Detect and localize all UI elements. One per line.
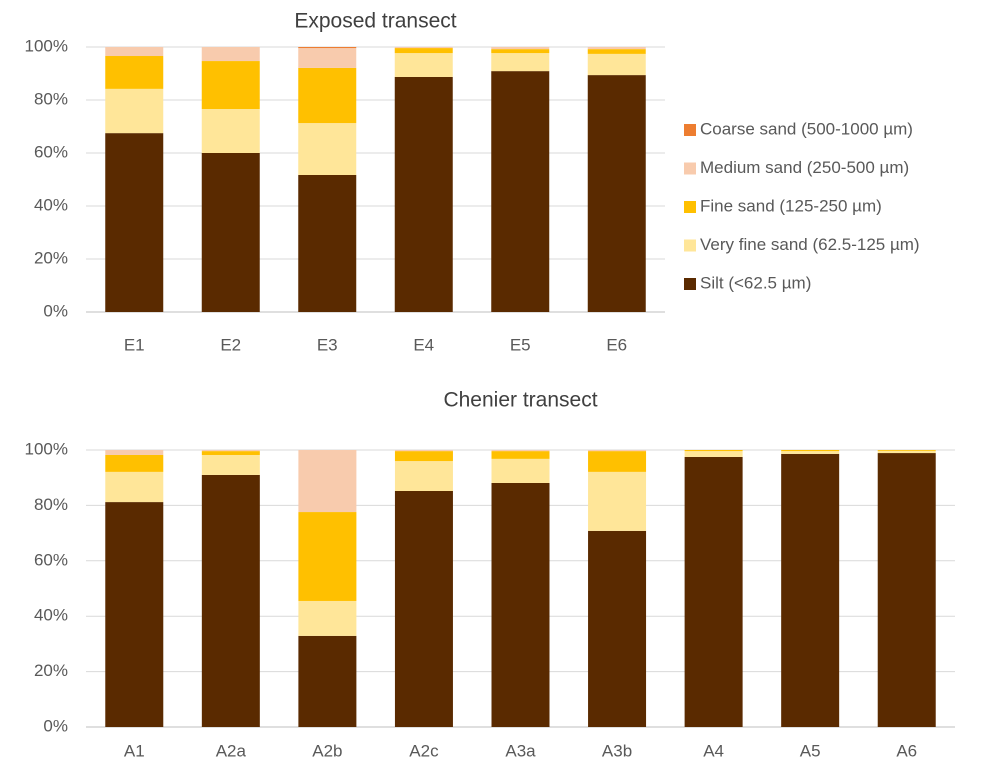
bar-segment: [105, 454, 164, 472]
y-tick-label: 100%: [25, 36, 68, 55]
bar-segment: [587, 75, 646, 312]
x-tick-label: A6: [896, 741, 917, 760]
bar-segment: [588, 450, 647, 452]
bar-segment: [298, 450, 357, 513]
bar-segment: [491, 458, 550, 483]
x-tick-label: A3a: [505, 741, 536, 760]
bar-segment: [684, 451, 743, 457]
bar-segment: [201, 451, 260, 455]
legend-swatch: [684, 124, 696, 136]
legend-label: Coarse sand (500-1000 µm): [700, 119, 913, 138]
bar-segment: [394, 490, 453, 727]
bar-segment: [877, 450, 936, 454]
bar-segment: [201, 61, 260, 110]
bar-segment: [394, 450, 453, 452]
x-tick-label: E5: [510, 335, 531, 354]
bar-segment: [298, 512, 357, 601]
bar-segment: [298, 635, 357, 727]
bar-segment: [105, 47, 164, 57]
y-tick-label: 20%: [34, 661, 68, 680]
legend-swatch: [684, 162, 696, 175]
x-tick-label: E4: [413, 335, 434, 354]
bar-segment: [394, 76, 453, 312]
bar-segment: [201, 450, 260, 452]
bar-segment: [394, 48, 453, 54]
bar-segment: [491, 450, 550, 452]
y-tick-label: 0%: [43, 716, 68, 735]
bar-segment: [781, 450, 840, 452]
bar-segment: [491, 451, 550, 459]
bar-segment: [394, 47, 453, 49]
y-tick-label: 20%: [34, 248, 68, 267]
bar-segment: [201, 153, 260, 312]
bar-segment: [201, 109, 260, 153]
bar-segment: [394, 53, 453, 77]
bar-segment: [491, 71, 550, 313]
legend-label: Fine sand (125-250 µm): [700, 196, 882, 215]
bar-segment: [201, 47, 260, 62]
bar-segment: [298, 174, 357, 312]
x-tick-label: A5: [800, 741, 821, 760]
bar-segment: [105, 88, 164, 134]
bar-segment: [877, 450, 936, 451]
x-tick-label: E3: [317, 335, 338, 354]
x-tick-label: A2b: [312, 741, 342, 760]
y-tick-label: 80%: [34, 89, 68, 108]
bar-segment: [588, 451, 647, 472]
bar-segment: [298, 48, 357, 68]
bar-segment: [587, 53, 646, 76]
x-tick-label: E2: [220, 335, 241, 354]
bar-segment: [105, 133, 164, 312]
bar-segment: [201, 454, 260, 475]
bar-segment: [587, 47, 646, 50]
bar-segment: [105, 471, 164, 503]
legend-label: Medium sand (250-500 µm): [700, 158, 909, 177]
x-tick-label: A2c: [409, 741, 439, 760]
bar-segment: [491, 47, 550, 50]
legend-label: Very fine sand (62.5-125 µm): [700, 235, 920, 254]
bar-segment: [201, 474, 260, 727]
bar-segment: [298, 47, 357, 49]
x-tick-label: A2a: [216, 741, 247, 760]
bar-segment: [491, 53, 550, 72]
bar-segment: [105, 56, 164, 89]
bar-segment: [394, 461, 453, 491]
x-tick-label: A3b: [602, 741, 632, 760]
chart-title: Exposed transect: [294, 10, 456, 33]
legend-label: Silt (<62.5 µm): [700, 273, 811, 292]
x-tick-label: A1: [124, 741, 145, 760]
x-tick-label: E6: [606, 335, 627, 354]
y-tick-label: 60%: [34, 550, 68, 569]
x-tick-label: E1: [124, 335, 145, 354]
y-tick-label: 60%: [34, 142, 68, 161]
bar-segment: [105, 450, 164, 455]
y-tick-label: 0%: [43, 301, 68, 320]
legend-swatch: [684, 278, 696, 290]
y-tick-label: 40%: [34, 195, 68, 214]
bar-segment: [491, 49, 550, 54]
legend-swatch: [684, 201, 696, 213]
y-tick-label: 100%: [25, 439, 68, 458]
chart-title: Chenier transect: [443, 389, 597, 412]
bar-segment: [394, 451, 453, 462]
x-tick-label: A4: [703, 741, 724, 760]
bar-segment: [298, 123, 357, 175]
bar-segment: [105, 502, 164, 727]
bar-segment: [684, 450, 743, 452]
bar-segment: [781, 453, 840, 727]
legend-swatch: [684, 239, 696, 252]
bar-segment: [781, 451, 840, 454]
bar-segment: [877, 453, 936, 727]
bar-segment: [298, 67, 357, 124]
bar-segment: [491, 482, 550, 727]
bar-segment: [298, 600, 357, 636]
y-tick-label: 80%: [34, 495, 68, 514]
y-tick-label: 40%: [34, 606, 68, 625]
bar-segment: [587, 49, 646, 54]
bar-segment: [588, 471, 647, 531]
bar-segment: [588, 530, 647, 727]
bar-segment: [684, 456, 743, 727]
